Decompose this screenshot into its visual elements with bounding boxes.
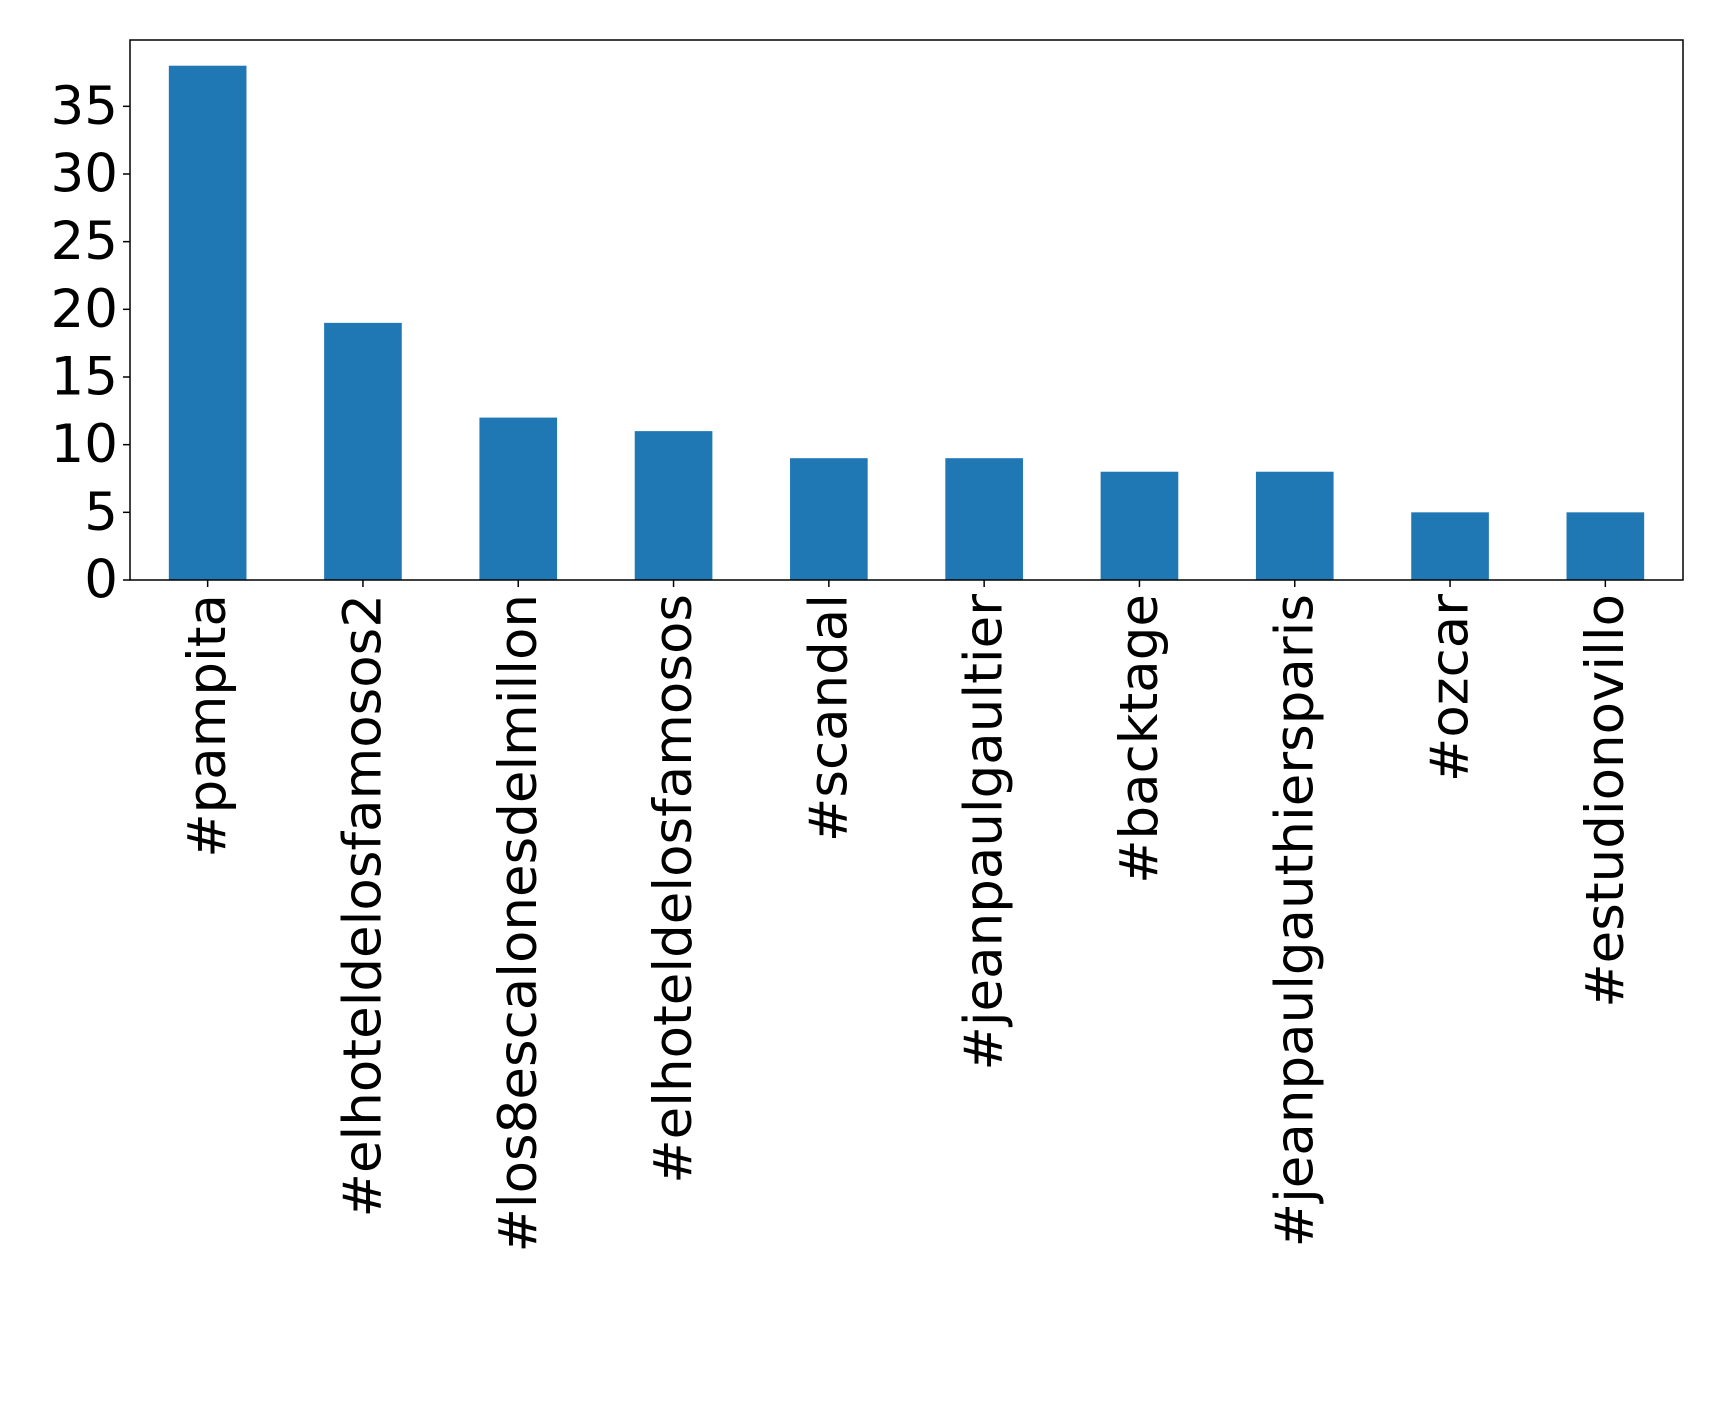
y-tick-label-0: 0: [84, 550, 118, 611]
x-tick-label-1: #elhoteldelosfamosos2: [332, 594, 393, 1217]
bar-6: [1100, 471, 1179, 580]
y-tick-label-7: 35: [51, 76, 118, 137]
x-axis: #pampita #elhoteldelosfamosos2 #los8escalo…: [177, 580, 1636, 1253]
bar-7: [1255, 471, 1334, 580]
x-tick-label-6: #backtage: [1109, 594, 1170, 884]
x-tick-label-3: #elhoteldelosfamosos: [643, 594, 704, 1184]
x-tick-label-9: #estudionovillo: [1575, 594, 1636, 1008]
y-tick-label-3: 15: [51, 346, 118, 407]
bar-9: [1566, 512, 1645, 580]
bar-2: [479, 417, 558, 580]
y-tick-label-5: 25: [51, 211, 118, 272]
bar-4: [790, 458, 868, 580]
x-tick-label-8: #ozcar: [1420, 594, 1481, 782]
x-tick-label-4: #scandal: [798, 594, 859, 842]
y-tick-label-2: 10: [51, 414, 118, 475]
x-tick-label-7: #jeanpaulgauthiersparis: [1264, 594, 1325, 1247]
plot-frame: [129, 39, 1684, 581]
x-tick-label-5: #jeanpaulgaultier: [954, 594, 1015, 1071]
x-tick-label-0: #pampita: [177, 594, 238, 858]
x-tick-label-2: #los8escalonesdelmillon: [488, 594, 549, 1253]
bar-5: [945, 458, 1023, 580]
bar-0: [168, 65, 247, 580]
y-tick-label-1: 5: [84, 482, 118, 543]
y-tick-label-4: 20: [51, 279, 118, 340]
bar-1: [324, 322, 402, 580]
bar-3: [634, 431, 713, 580]
y-tick-label-6: 30: [51, 143, 118, 204]
bar-8: [1411, 512, 1489, 580]
bars-group: [168, 65, 1645, 580]
